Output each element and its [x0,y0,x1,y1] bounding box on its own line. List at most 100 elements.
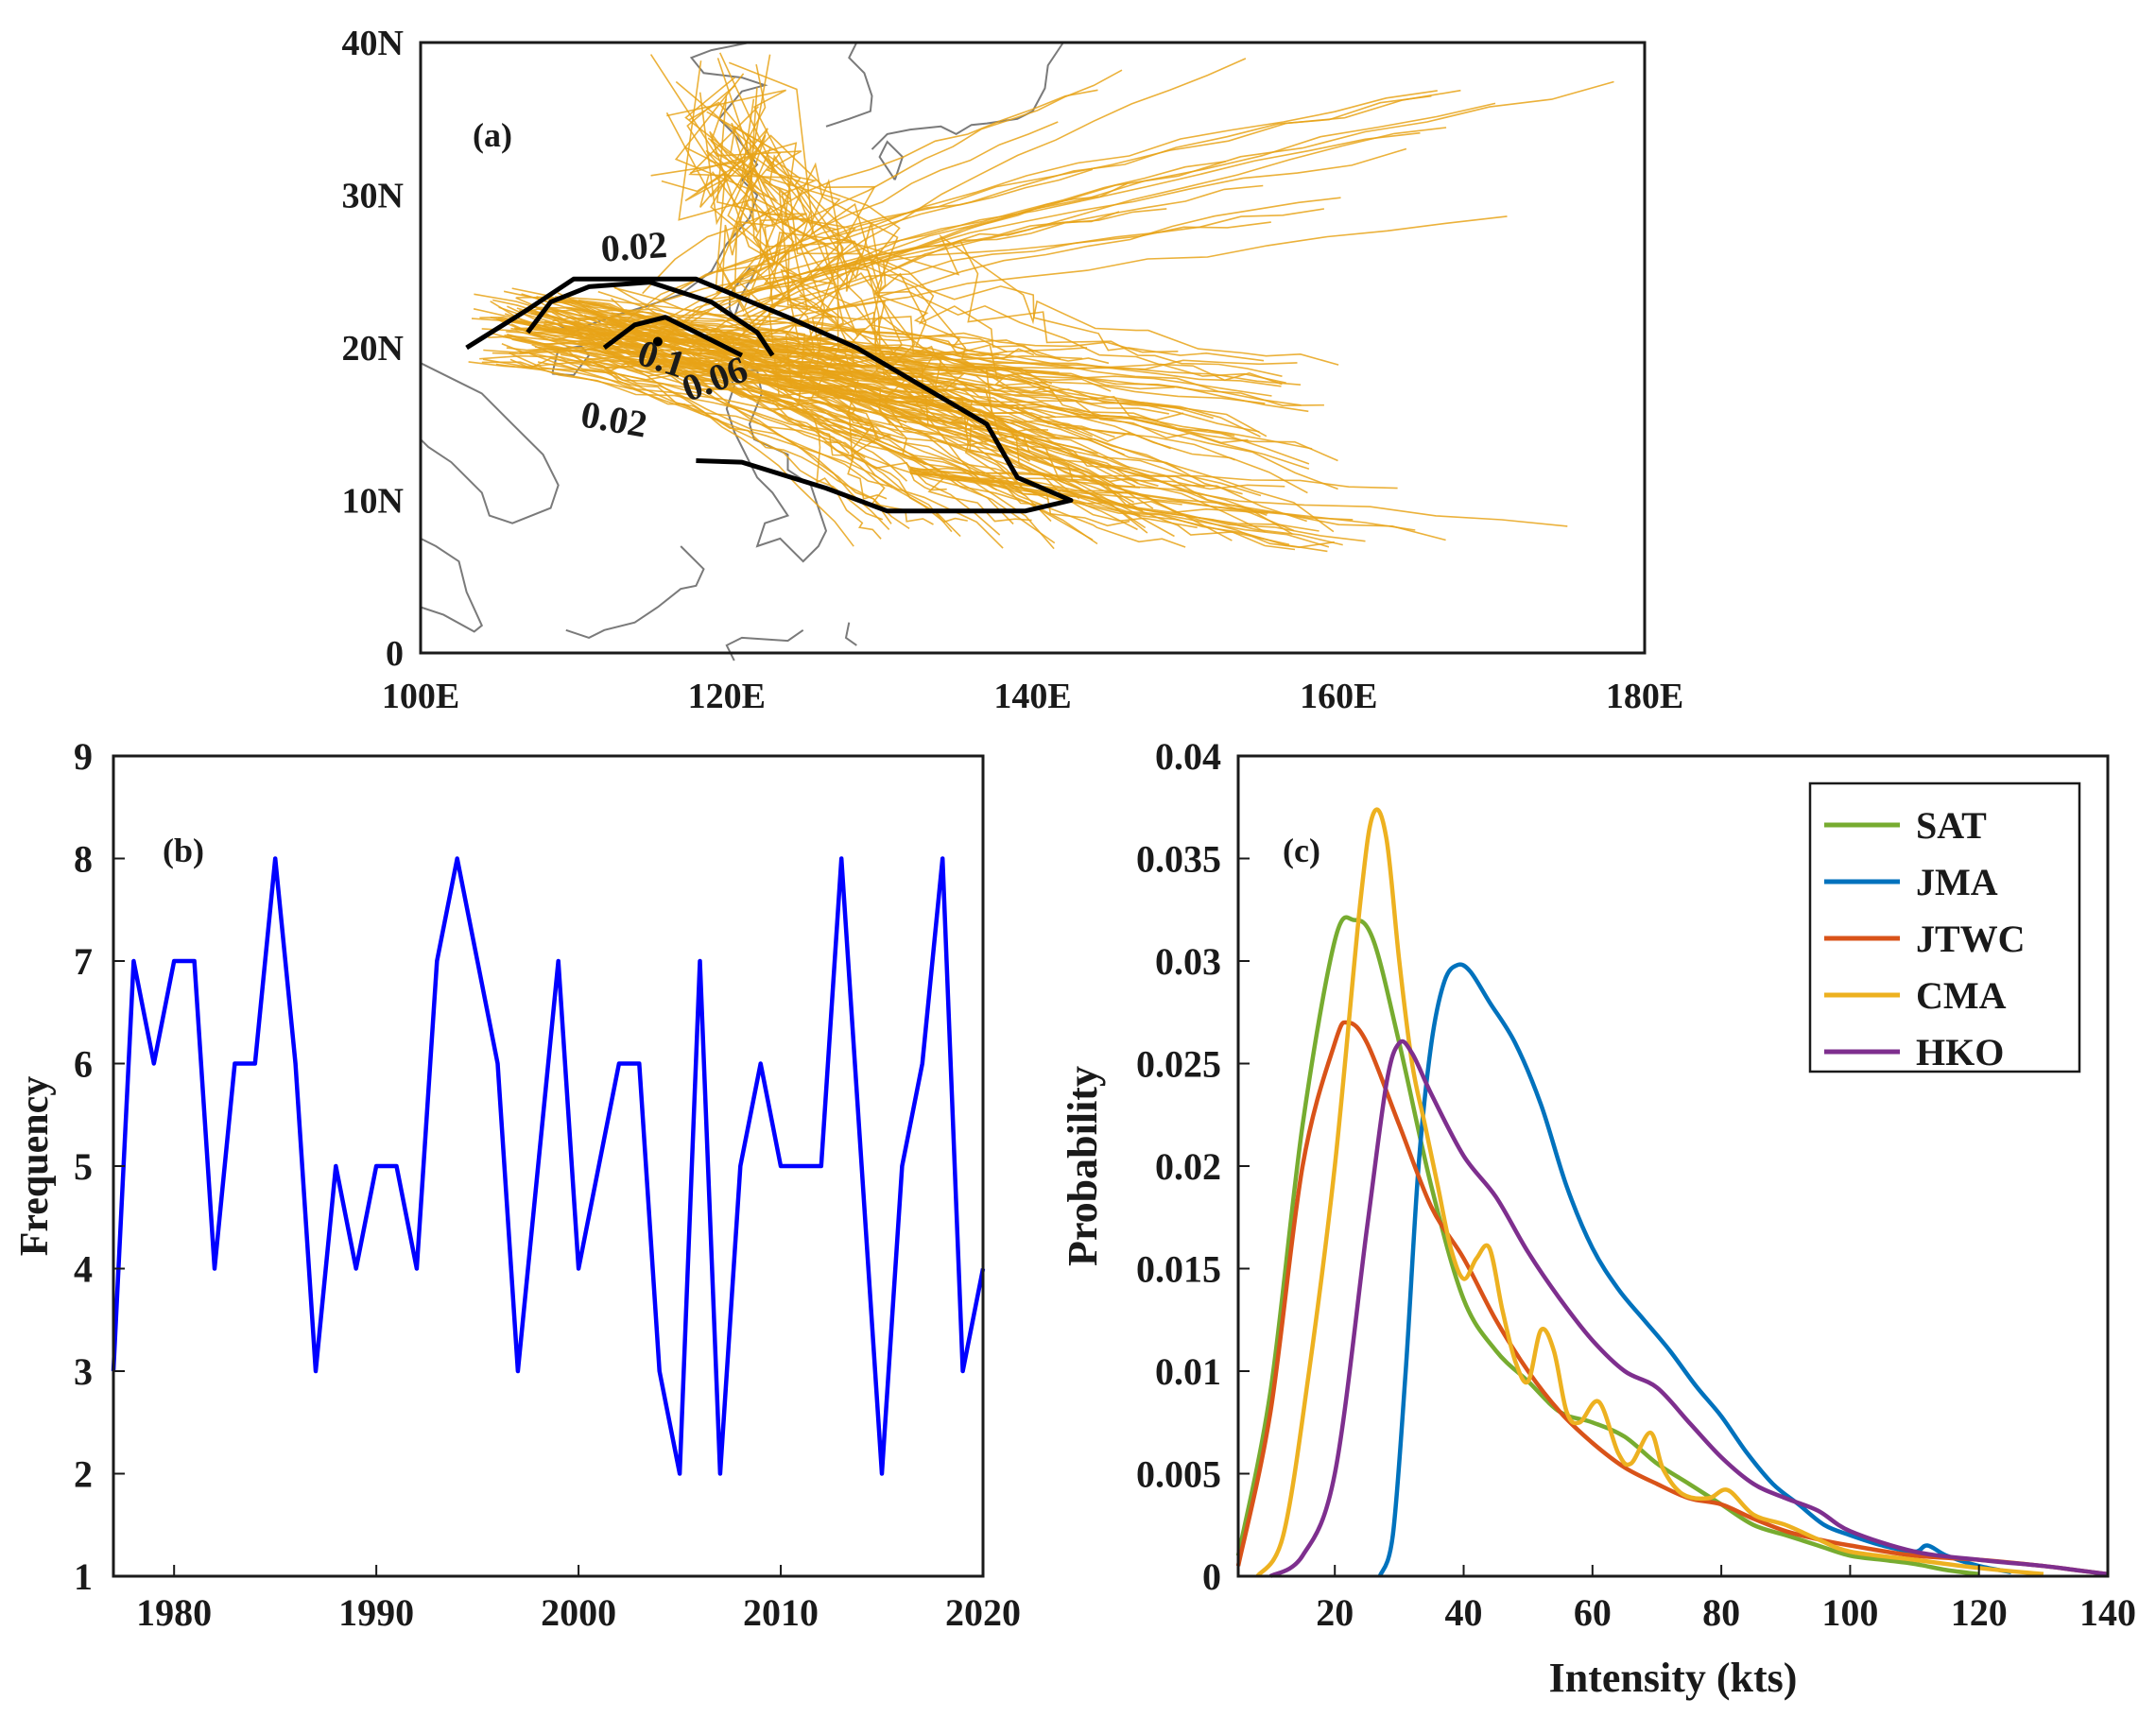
typhoon-track [716,127,1447,354]
series-jma-line [1377,962,2012,1577]
typhoon-track [719,184,1264,313]
typhoon-track [909,467,1285,490]
typhoon-track [514,327,1000,356]
x-tick-label: 20 [1316,1591,1354,1634]
typhoon-track [909,471,1398,489]
y-tick-label: 6 [74,1043,93,1086]
typhoon-track [535,309,1179,353]
y-tick-label: 0.005 [1136,1453,1221,1496]
coastline [565,545,705,639]
typhoon-track [482,358,1266,404]
x-tick-label: 120 [1951,1591,2008,1634]
legend-label: CMA [1916,974,2007,1017]
y-tick-label: 20N [342,329,404,369]
panel-c-label: (c) [1283,832,1320,869]
typhoon-track [717,90,1438,294]
typhoon-track [649,54,1265,362]
typhoon-track [686,84,1186,548]
frequency-line [111,856,986,1476]
y-tick-label: 0 [386,634,404,674]
x-tick-label: 2020 [945,1591,1021,1634]
coastline [871,42,1064,150]
y-tick-label: 1 [74,1555,93,1598]
contour-peak-marker [652,336,663,347]
typhoon-track [495,363,1307,523]
panel-c-y-ticks: 0 0.005 0.01 0.015 0.02 0.025 0.03 0.035 0.04 [1136,735,1250,1598]
typhoon-track [515,297,854,547]
panel-b-y-ticks: 1 2 3 4 5 6 7 8 9 [74,735,125,1598]
typhoon-track [585,359,910,530]
y-tick-label: 40N [342,24,404,63]
legend-label: HKO [1916,1031,2004,1073]
contour-line [526,280,775,357]
panel-c-x-ticks: 20 40 60 80 100 120 140 [1316,1565,2136,1634]
contour-label: 0.02 [599,223,668,270]
x-tick-label: 60 [1574,1591,1612,1634]
typhoon-track [607,352,1061,440]
y-tick-label: 0.015 [1136,1248,1221,1291]
typhoon-track [665,112,1339,366]
x-tick-label: 40 [1445,1591,1483,1634]
typhoon-track [617,350,1169,415]
panel-b-frequency: 1980 1990 2000 2010 2020 1 2 3 4 5 6 7 8 9 (b) Frequ… [13,735,1021,1634]
typhoon-track [560,353,1338,462]
y-tick-label: 2 [74,1453,93,1496]
panel-a-x-ticks: 100E 120E 140E 160E 180E [382,677,1683,716]
y-tick-label: 8 [74,838,93,881]
coastline [420,362,560,524]
panel-b-label: (b) [163,832,204,869]
panel-c-y-axis-label: Probability [1060,1066,1106,1266]
y-tick-label: 10N [342,482,404,522]
x-tick-label: 100 [1821,1591,1878,1634]
contour-line [465,276,1074,514]
typhoon-track [647,121,1059,362]
legend-label: JTWC [1916,918,2026,960]
typhoon-tracks [468,52,1614,553]
x-tick-label: 180E [1606,677,1683,716]
typhoon-track [506,347,871,424]
x-tick-label: 140E [993,677,1071,716]
y-tick-label: 0.035 [1136,838,1221,881]
series-cma-line [1255,807,2044,1578]
typhoon-track [909,468,1366,542]
typhoon-track [710,98,1283,386]
typhoon-track [750,197,1341,343]
y-tick-label: 0.02 [1155,1145,1221,1188]
typhoon-track [909,472,1343,546]
typhoon-track [667,215,1508,349]
coastline [825,42,873,128]
coastline [725,628,804,661]
typhoon-track [543,345,961,538]
panel-b-y-axis-label: Frequency [13,1076,57,1257]
panel-c-intensity: 20 40 60 80 100 120 140 0 0.005 0.01 0.015 0.02 0.0… [1060,735,2136,1701]
panel-a-y-ticks: 0 10N 20N 30N 40N [342,24,404,674]
panel-a-label: (a) [473,116,512,154]
density-contours [465,276,1074,514]
y-tick-label: 4 [74,1248,93,1291]
typhoon-track [544,320,1282,387]
legend-label: SAT [1916,804,1987,847]
x-tick-label: 1990 [338,1591,414,1634]
typhoon-track [766,153,1335,549]
typhoon-track [489,332,1015,431]
typhoon-track [679,102,1496,357]
x-tick-label: 140 [2079,1591,2136,1634]
x-tick-label: 160E [1300,677,1377,716]
typhoon-track [707,137,1184,421]
typhoon-track [674,73,911,388]
x-tick-label: 100E [382,677,459,716]
typhoon-track [699,128,1110,365]
panel-a-frame [419,41,1647,655]
coastline [844,622,857,646]
legend-box [1808,781,2081,1073]
series-jtwc-line [1235,1020,2109,1577]
typhoon-track [597,290,1052,523]
typhoon-track [642,89,1098,295]
legend: SAT JMA JTWC CMA HKO [1808,781,2081,1073]
typhoon-track [560,300,1181,472]
typhoon-track [468,361,1108,420]
y-tick-label: 7 [74,940,93,983]
y-tick-label: 0.025 [1136,1043,1221,1086]
typhoon-track [627,168,1094,320]
